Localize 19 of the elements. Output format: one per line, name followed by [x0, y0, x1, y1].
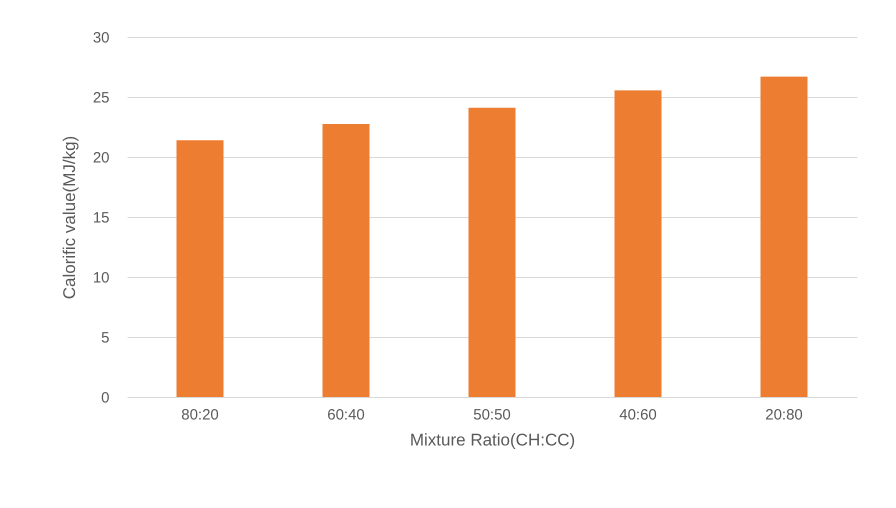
bar: [322, 124, 370, 397]
y-axis-title: Calorific value(MJ/kg): [60, 136, 79, 300]
y-tick-label: 20: [92, 150, 110, 166]
x-tick-label: 50:50: [473, 406, 511, 424]
bar: [614, 90, 662, 397]
y-tick-label: 25: [92, 90, 110, 106]
x-axis-title: Mixture Ratio(CH:CC): [410, 430, 576, 450]
y-tick-label: 0: [101, 390, 110, 406]
bar: [760, 76, 808, 397]
x-tick-label: 20:80: [765, 406, 803, 424]
bar: [176, 140, 224, 397]
x-tick-label: 40:60: [619, 406, 657, 424]
bar: [468, 108, 516, 397]
y-tick-label: 10: [92, 270, 110, 286]
y-tick-label: 5: [101, 330, 110, 346]
y-tick-label: 15: [92, 210, 110, 226]
x-tick-label: 80:20: [181, 406, 219, 424]
x-tick-label: 60:40: [327, 406, 365, 424]
y-tick-label: 30: [92, 30, 110, 46]
